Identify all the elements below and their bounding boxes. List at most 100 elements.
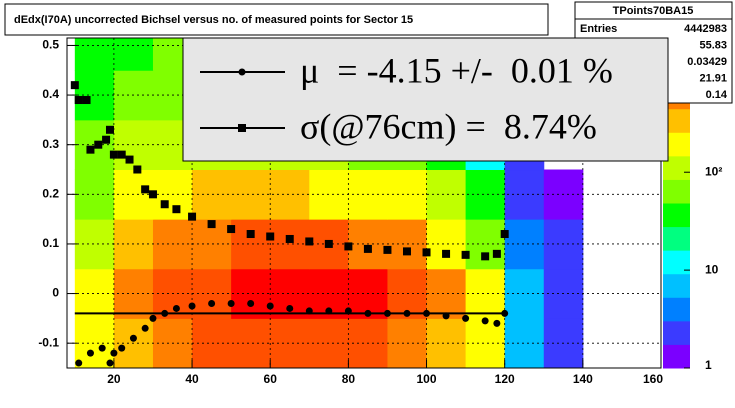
square-marker	[324, 239, 333, 248]
square-marker	[105, 125, 114, 134]
y-tick-label: 0	[52, 286, 59, 300]
circle-marker	[286, 304, 294, 312]
x-tick-label: 60	[264, 372, 278, 386]
square-marker	[461, 250, 470, 259]
square-marker	[383, 245, 392, 254]
chart-title: dEdx(I70A) uncorrected Bichsel versus no…	[14, 14, 413, 26]
y-tick-label: 0.5	[42, 38, 59, 52]
legend-label: μ = -4.15 +/- 0.01 %	[300, 50, 613, 90]
square-marker	[102, 135, 111, 144]
z-tick-label: 10²	[705, 164, 722, 178]
square-marker	[172, 205, 181, 214]
circle-marker	[305, 307, 313, 315]
circle-marker	[493, 319, 501, 327]
circle-marker	[227, 299, 235, 307]
circle-marker	[129, 334, 137, 342]
circle-marker	[75, 359, 83, 367]
square-marker	[86, 145, 95, 154]
circle-marker	[325, 307, 333, 315]
palette-swatch	[663, 203, 690, 228]
circle-marker	[344, 307, 352, 315]
square-marker	[188, 212, 197, 221]
stats-value: 21.91	[699, 72, 727, 84]
square-marker	[246, 230, 255, 239]
y-tick-label: 0.2	[42, 186, 59, 200]
circle-marker	[462, 314, 470, 322]
circle-marker	[118, 344, 126, 352]
circle-marker	[110, 349, 118, 357]
circle-marker	[481, 317, 489, 325]
palette-swatch	[663, 226, 690, 251]
square-marker	[117, 150, 126, 159]
x-tick-label: 140	[573, 372, 593, 386]
square-marker	[160, 200, 169, 209]
x-tick-label: 20	[107, 372, 121, 386]
x-tick-label: 120	[495, 372, 515, 386]
square-marker	[94, 140, 103, 149]
square-marker	[227, 225, 236, 234]
circle-marker	[188, 302, 196, 310]
square-marker	[305, 237, 314, 246]
square-marker	[74, 96, 83, 105]
y-tick-label: 0.1	[42, 236, 59, 250]
square-marker	[125, 155, 134, 164]
square-marker	[238, 124, 246, 132]
palette-swatch	[663, 297, 690, 322]
heat-cell	[465, 268, 506, 319]
circle-marker	[238, 68, 246, 76]
circle-marker	[98, 344, 106, 352]
circle-marker	[161, 309, 169, 317]
heat-cell	[465, 219, 506, 270]
square-marker	[266, 232, 275, 241]
square-marker	[344, 242, 353, 251]
circle-marker	[266, 302, 274, 310]
stats-value: 0.03429	[687, 56, 727, 68]
square-marker	[492, 249, 501, 258]
square-marker	[148, 190, 157, 199]
circle-marker	[383, 309, 391, 317]
palette-swatch	[663, 344, 690, 369]
square-marker	[207, 220, 216, 229]
palette-swatch	[663, 179, 690, 204]
x-tick-label: 40	[185, 372, 199, 386]
circle-marker	[149, 314, 157, 322]
palette-swatch	[663, 273, 690, 298]
square-marker	[442, 249, 451, 258]
square-marker	[82, 96, 91, 105]
stats-value: 0.14	[706, 89, 728, 101]
stats-label: Entries	[580, 23, 617, 35]
profiles	[70, 81, 509, 367]
square-marker	[70, 81, 79, 90]
circle-marker	[172, 304, 180, 312]
stats-value: 55.83	[699, 39, 727, 51]
x-tick-label: 80	[342, 372, 356, 386]
circle-marker	[141, 324, 149, 332]
x-tick-label: 160	[643, 372, 663, 386]
square-marker	[402, 247, 411, 256]
circle-marker	[208, 299, 216, 307]
title-box	[4, 3, 549, 36]
circle-marker	[86, 349, 94, 357]
square-marker	[481, 252, 490, 261]
stats-value: 4442983	[684, 23, 727, 35]
square-marker	[133, 165, 142, 174]
legend-frame	[182, 37, 669, 162]
y-tick-label: 0.3	[42, 137, 59, 151]
circle-marker	[364, 309, 372, 317]
z-tick-label: 10	[705, 262, 719, 276]
circle-marker	[501, 309, 509, 317]
circle-marker	[442, 312, 450, 320]
y-tick-label: -0.1	[38, 335, 59, 349]
palette-swatch	[663, 320, 690, 345]
circle-marker	[247, 299, 255, 307]
square-marker	[422, 248, 431, 257]
heat-cell	[113, 38, 154, 71]
square-marker	[141, 185, 150, 194]
circle-marker	[106, 359, 114, 367]
square-marker	[285, 234, 294, 243]
y-tick-label: 0.4	[42, 87, 59, 101]
z-tick-label: 1	[705, 358, 712, 372]
square-marker	[363, 244, 372, 253]
stats-name: TPoints70BA15	[613, 5, 694, 17]
circle-marker	[423, 309, 431, 317]
